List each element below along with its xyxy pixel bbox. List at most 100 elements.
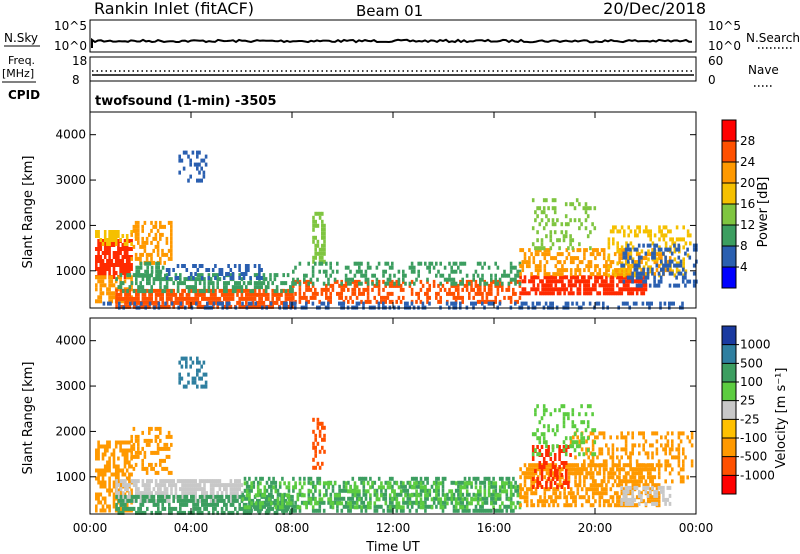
data-cell <box>675 447 678 452</box>
data-cell <box>119 259 122 263</box>
data-cell <box>323 235 326 240</box>
data-cell <box>234 498 237 503</box>
data-cell <box>645 225 648 230</box>
data-cell <box>168 506 171 511</box>
data-cell <box>123 251 127 255</box>
data-cell <box>519 272 522 277</box>
data-cell <box>627 233 630 238</box>
data-cell <box>314 211 317 216</box>
data-cell <box>185 277 189 282</box>
data-cell <box>329 501 333 506</box>
data-cell <box>605 443 608 448</box>
data-cell <box>95 255 98 259</box>
data-cell <box>185 479 189 484</box>
data-cell <box>318 508 322 513</box>
data-cell <box>150 462 153 467</box>
data-cell <box>589 230 592 235</box>
data-cell <box>294 508 297 513</box>
data-cell <box>655 268 659 273</box>
data-cell <box>117 247 120 251</box>
data-cell <box>498 508 502 513</box>
data-cell <box>176 285 180 290</box>
data-cell <box>189 364 192 369</box>
data-cell <box>567 222 570 227</box>
data-cell <box>303 481 306 486</box>
data-cell <box>424 504 427 509</box>
data-cell <box>545 275 549 280</box>
data-cell <box>534 275 538 280</box>
data-cell <box>634 229 637 234</box>
data-cell <box>437 299 440 304</box>
data-cell <box>340 283 343 288</box>
data-cell <box>393 480 396 485</box>
data-cell <box>454 488 458 493</box>
data-cell <box>539 467 542 472</box>
data-cell <box>463 485 467 490</box>
data-cell <box>664 443 667 448</box>
data-cell <box>115 506 118 511</box>
data-cell <box>112 484 116 489</box>
data-cell <box>146 487 149 492</box>
data-cell <box>141 458 144 463</box>
data-cell <box>552 291 555 296</box>
data-cell <box>274 489 278 494</box>
data-cell <box>461 500 465 505</box>
data-cell <box>194 277 197 282</box>
data-cell <box>314 287 317 292</box>
data-cell <box>380 485 383 490</box>
data-cell <box>121 510 125 515</box>
data-cell <box>534 469 537 473</box>
data-cell <box>657 495 661 500</box>
data-cell <box>382 273 385 278</box>
data-cell <box>212 289 215 294</box>
data-cell <box>428 295 431 300</box>
data-cell <box>366 277 370 282</box>
data-cell <box>187 479 191 484</box>
data-cell <box>611 499 615 504</box>
data-cell <box>265 480 269 485</box>
data-cell <box>642 279 645 284</box>
data-cell <box>108 456 111 461</box>
data-cell <box>322 500 326 505</box>
data-cell <box>97 271 100 275</box>
data-cell <box>620 447 623 452</box>
data-cell <box>638 471 641 476</box>
data-cell <box>587 291 591 296</box>
data-cell <box>318 476 322 481</box>
data-cell <box>530 479 533 484</box>
data-cell <box>540 218 544 223</box>
data-cell <box>646 493 650 498</box>
data-cell <box>638 467 641 472</box>
data-cell <box>323 251 326 256</box>
data-cell <box>311 508 315 513</box>
data-cell <box>402 484 405 489</box>
data-cell <box>205 288 208 293</box>
data-cell <box>657 471 661 476</box>
data-cell <box>110 275 114 280</box>
data-cell <box>241 301 244 306</box>
data-cell <box>404 488 407 493</box>
data-cell <box>203 495 206 500</box>
data-cell <box>629 491 632 496</box>
data-cell <box>655 252 659 257</box>
data-cell <box>314 485 317 490</box>
data-cell <box>201 292 204 297</box>
data-cell <box>375 493 379 498</box>
data-cell <box>585 283 588 288</box>
data-cell <box>247 281 250 286</box>
data-cell <box>321 421 324 426</box>
data-cell <box>216 285 219 290</box>
data-cell <box>655 499 659 504</box>
data-cell <box>265 488 269 493</box>
data-cell <box>635 291 639 296</box>
data-cell <box>209 300 213 305</box>
data-cell <box>540 242 544 247</box>
data-cell <box>157 491 160 496</box>
data-cell <box>668 256 672 261</box>
data-cell <box>572 435 575 440</box>
data-cell <box>316 251 320 256</box>
data-cell <box>269 301 273 306</box>
data-cell <box>150 256 153 261</box>
data-cell <box>146 269 149 274</box>
